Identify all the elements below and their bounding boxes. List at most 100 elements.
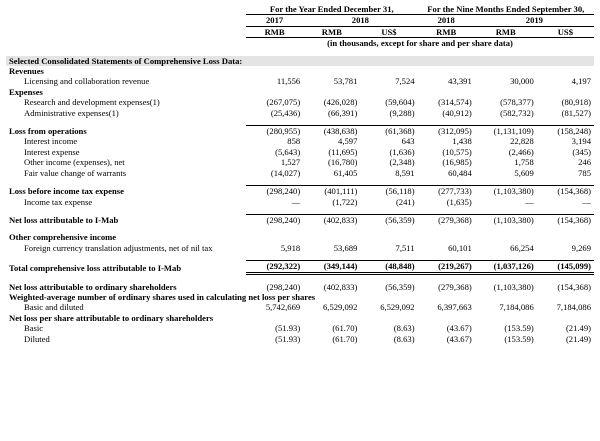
cell-value: 43,391 bbox=[448, 76, 472, 87]
cell-value: 53,781 bbox=[333, 76, 358, 87]
cell-value: (267,075) bbox=[266, 97, 301, 108]
table-body: Selected Consolidated Statements of Comp… bbox=[6, 55, 594, 344]
table-row: Interest income 858 4,597 643 1,438 22,828 3,1… bbox=[6, 136, 594, 146]
year: 2017 bbox=[246, 14, 304, 27]
cell-value: (154,368) bbox=[536, 213, 594, 226]
cell-value: (582,732) bbox=[500, 107, 534, 118]
cell-value: (51.93) bbox=[275, 323, 301, 334]
cell-value: 6,529,092 bbox=[323, 302, 358, 313]
cell-value: 60,101 bbox=[448, 242, 472, 253]
cell-value: (2,348) bbox=[389, 157, 415, 168]
cell-value: (1,131,109) bbox=[474, 125, 537, 137]
blank-cell bbox=[6, 4, 246, 15]
blank-cell bbox=[6, 225, 594, 232]
table-row: Fair value change of warrants (14,027) 61,… bbox=[6, 168, 594, 178]
row-label: Loss from operations bbox=[9, 126, 87, 137]
table-row: Expenses bbox=[6, 87, 594, 97]
cell-value: (349,144) bbox=[303, 260, 361, 275]
table-row: Interest expense (5,643) (11,695) (1,636) (1… bbox=[6, 147, 594, 157]
cell-value: 60,484 bbox=[448, 167, 472, 178]
header-row: (in thousands, except for share and per … bbox=[6, 38, 594, 49]
table-row: Net loss attributable to I-Mab (298,240)(… bbox=[6, 213, 594, 226]
cell-value: (8.63) bbox=[393, 323, 415, 334]
cell-value: (14,027) bbox=[270, 167, 301, 178]
cell-value: (298,240) bbox=[246, 185, 304, 197]
cell-value: (59,604) bbox=[385, 97, 415, 108]
gap-row bbox=[6, 253, 594, 261]
row-label: Basic and diluted bbox=[24, 302, 84, 313]
cell-value: (21.49) bbox=[565, 333, 591, 344]
table-row: Other income (expenses), net 1,527 (16,780… bbox=[6, 157, 594, 167]
cell-value: 11,556 bbox=[276, 76, 301, 87]
gap-row bbox=[6, 118, 594, 126]
cell-value: (402,833) bbox=[323, 281, 358, 292]
row-label: Diluted bbox=[24, 333, 50, 344]
row-label: Other income (expenses), net bbox=[24, 157, 125, 168]
table-header: For the Year Ended December 31, For the N… bbox=[6, 4, 594, 56]
year: 2019 bbox=[474, 14, 594, 27]
cell-value: (279,368) bbox=[438, 281, 472, 292]
period-title: For the Year Ended December 31, bbox=[246, 4, 418, 16]
cell-value: 9,269 bbox=[571, 242, 591, 253]
cell-value: (1,722) bbox=[332, 196, 358, 207]
cell-value: (10,575) bbox=[442, 146, 472, 157]
cell-value: (426,028) bbox=[323, 97, 358, 108]
currency: RMB bbox=[303, 26, 361, 39]
cell-value: 66,254 bbox=[510, 242, 534, 253]
cell-value: (51.93) bbox=[275, 333, 301, 344]
table-row: Net loss per share attributable to ordin… bbox=[6, 313, 594, 323]
cell-value: — bbox=[291, 196, 301, 207]
currency: RMB bbox=[474, 26, 537, 39]
table-row: Loss before income tax expense (298,240)(… bbox=[6, 185, 594, 197]
blank-cell bbox=[6, 49, 594, 56]
table-row: Basic (51.93) (61.70) (8.63) (43.67) (153.59)… bbox=[6, 323, 594, 333]
row-label: Interest income bbox=[24, 136, 78, 147]
cell-value: 1,758 bbox=[514, 157, 534, 168]
blank-cell bbox=[6, 273, 594, 282]
cell-value: (11,695) bbox=[328, 146, 358, 157]
row-label: Administrative expenses(1) bbox=[24, 107, 119, 118]
cell-value: (80,918) bbox=[561, 97, 591, 108]
row-label: Net loss attributable to I-Mab bbox=[9, 214, 119, 225]
cell-value: 643 bbox=[401, 136, 415, 147]
table-row: Net loss attributable to ordinary shareh… bbox=[6, 282, 594, 292]
table-row: Total comprehensive loss attributable to… bbox=[6, 260, 594, 275]
blank-cell bbox=[6, 26, 246, 37]
cell-value: (279,368) bbox=[417, 213, 475, 226]
gap-row bbox=[6, 207, 594, 215]
row-label: Other comprehensive income bbox=[9, 232, 117, 243]
unit-note: (in thousands, except for share and per … bbox=[327, 38, 513, 49]
gap-row bbox=[6, 273, 594, 282]
cell-value: (401,111) bbox=[303, 185, 361, 197]
cell-value: (1,635) bbox=[446, 196, 472, 207]
cell-value: 858 bbox=[287, 136, 301, 147]
table-row: Basic and diluted 5,742,669 6,529,092 6,529… bbox=[6, 302, 594, 312]
cell-value: 61,405 bbox=[333, 167, 358, 178]
table-row: Administrative expenses(1) (25,436) (66,39… bbox=[6, 108, 594, 118]
cell-value: 8,591 bbox=[395, 167, 415, 178]
period-title: For the Nine Months Ended September 30, bbox=[417, 4, 594, 16]
row-label: Total comprehensive loss attributable to… bbox=[9, 262, 182, 273]
table-row: Foreign currency translation adjustments… bbox=[6, 243, 594, 253]
cell-value: (8.63) bbox=[393, 333, 415, 344]
cell-value: (145,099) bbox=[536, 260, 594, 275]
currency: US$ bbox=[360, 26, 418, 39]
cell-value: (1,037,126) bbox=[474, 260, 537, 275]
cell-value: 1,438 bbox=[452, 136, 472, 147]
header-row: For the Year Ended December 31, For the N… bbox=[6, 4, 594, 16]
cell-value: (16,985) bbox=[442, 157, 472, 168]
cell-value: (5,643) bbox=[275, 146, 301, 157]
cell-value: (314,574) bbox=[438, 97, 472, 108]
cell-value: (438,638) bbox=[303, 125, 361, 137]
cell-value: (9,288) bbox=[389, 107, 415, 118]
cell-value: 4,597 bbox=[338, 136, 358, 147]
table-row: Research and development expenses(1) (267… bbox=[6, 97, 594, 107]
cell-value: (61.70) bbox=[332, 323, 358, 334]
cell-value: 785 bbox=[578, 167, 591, 178]
gap-row bbox=[6, 225, 594, 232]
cell-value: 6,397,663 bbox=[437, 302, 472, 313]
row-label: Foreign currency translation adjustments… bbox=[24, 242, 213, 253]
cell-value: 7,524 bbox=[395, 76, 415, 87]
cell-value: (578,377) bbox=[500, 97, 534, 108]
blank-cell bbox=[6, 178, 594, 186]
